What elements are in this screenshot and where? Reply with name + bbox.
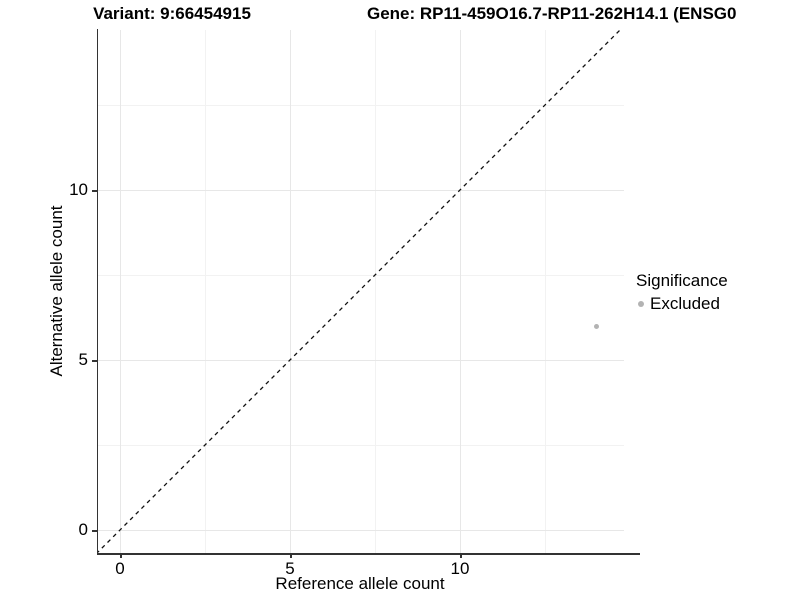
identity-line-path: [98, 30, 621, 553]
x-axis-label: Reference allele count: [275, 574, 445, 593]
gridline-y-major: [98, 530, 624, 531]
data-point: [593, 323, 599, 329]
legend-item-excluded: Excluded: [638, 294, 728, 314]
y-tick-label: 5: [78, 350, 88, 369]
gridline-x-major: [120, 30, 121, 553]
gridline-y-major: [98, 360, 624, 361]
y-axis-label: Alternative allele count: [47, 205, 66, 377]
x-tick-label: 0: [115, 559, 125, 578]
legend-item-label: Excluded: [650, 294, 720, 313]
gridline-x-major: [460, 30, 461, 553]
gridline-x-minor: [545, 30, 546, 553]
x-tick-mark: [460, 553, 462, 558]
legend: Significance Excluded: [636, 271, 728, 314]
y-tick-label: 0: [78, 520, 88, 539]
gridline-x-minor: [375, 30, 376, 553]
x-axis-line: [96, 553, 640, 555]
gene-title: Gene: RP11-459O16.7-RP11-262H14.1 (ENSG0: [367, 4, 737, 23]
legend-title: Significance: [636, 271, 728, 290]
gridline-x-minor: [205, 30, 206, 553]
identity-line: [98, 30, 621, 553]
variant-title: Variant: 9:66454915: [93, 4, 251, 23]
x-tick-label: 5: [285, 559, 295, 578]
y-axis-line: [96, 29, 98, 554]
x-tick-mark: [120, 553, 122, 558]
x-tick-label: 10: [450, 559, 470, 578]
y-tick-mark: [91, 190, 97, 192]
plot-panel: 0 5 10 0 5 10: [69, 30, 624, 578]
x-tick-mark: [290, 553, 292, 558]
gridline-x-major: [290, 30, 291, 553]
y-tick-mark: [91, 530, 97, 532]
y-tick-mark: [91, 360, 97, 362]
gridline-y-minor: [98, 275, 624, 276]
legend-key-dot-icon: [638, 301, 644, 307]
y-tick-label: 10: [69, 180, 88, 199]
gridline-y-major: [98, 190, 624, 191]
gridline-y-minor: [98, 445, 624, 446]
gridline-y-minor: [98, 105, 624, 106]
